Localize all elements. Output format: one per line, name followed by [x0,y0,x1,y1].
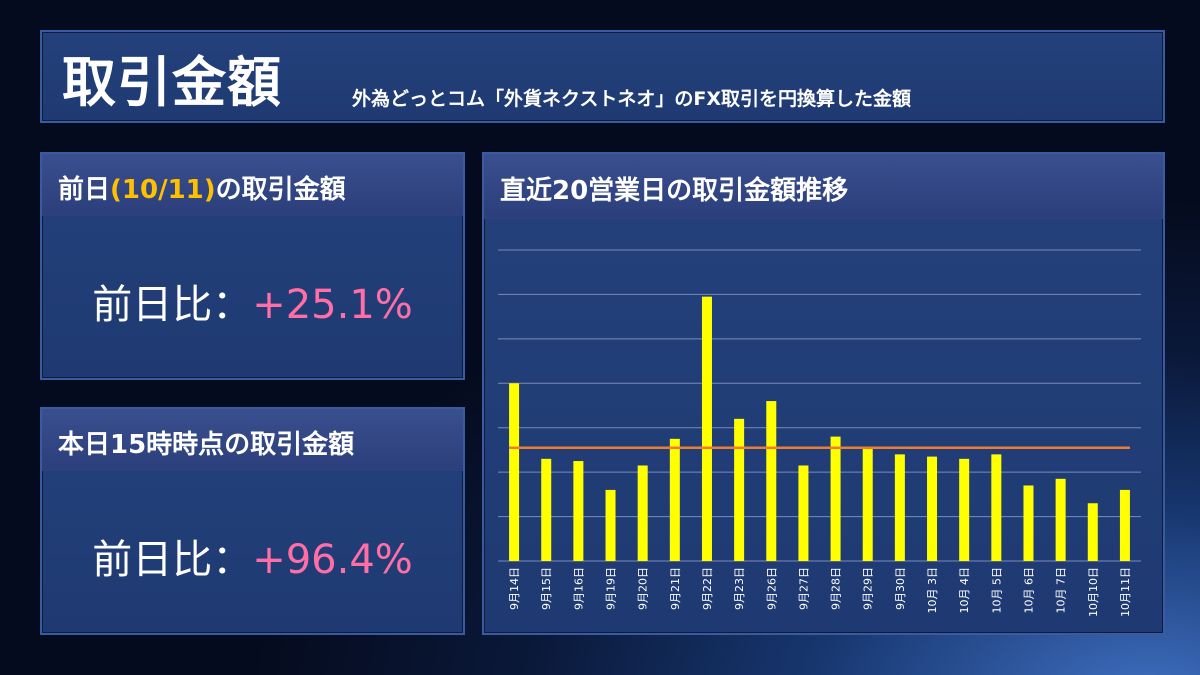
bar-14 [959,458,970,561]
bar-15 [991,454,1002,561]
previous-day-date: (10/11) [110,175,216,205]
bar-11 [862,447,873,561]
chart-panel-title: 直近20営業日の取引金額推移 [484,154,1163,219]
page-subtitle: 外為どっとコム「外貨ネクストネオ」のFX取引を円換算した金額 [352,88,912,110]
bar-18 [1087,503,1098,561]
bar-3 [605,489,616,561]
x-tick-label: 9月20日 [637,567,650,610]
bar-1 [541,458,552,561]
bar-16 [1023,485,1034,561]
x-tick-label: 9月23日 [733,567,746,610]
bar-2 [573,461,584,561]
x-tick-label: 9月29日 [862,567,875,610]
bar-6 [701,296,712,561]
previous-day-ratio-value: +25.1% [252,282,413,328]
bar-4 [637,465,648,561]
x-tick-label: 10月 5日 [990,567,1003,614]
x-tick-label: 9月28日 [830,567,843,610]
today-ratio: 前日比：+96.4% [42,527,463,585]
previous-day-title-pre: 前日 [58,175,111,205]
bar-0 [509,383,520,561]
x-tick-label: 9月14日 [508,567,521,610]
chart-panel: 直近20営業日の取引金額推移 9月14日 9月15日 9月16日 9月19日 9月20日… [482,152,1165,635]
bar-13 [927,456,938,561]
x-tick-label: 9月16日 [572,567,585,610]
previous-day-ratio: 前日比：+25.1% [42,272,463,330]
today-ratio-label: 前日比： [92,537,253,583]
bar-19 [1119,489,1130,561]
previous-day-card: 前日(10/11)の取引金額 前日比：+25.1% [40,152,465,380]
x-tick-label: 9月27日 [797,567,810,610]
x-tick-label: 10月11日 [1119,567,1132,617]
previous-day-card-title: 前日(10/11)の取引金額 [42,154,463,216]
today-card: 本日15時時点の取引金額 前日比：+96.4% [40,407,465,635]
bar-7 [734,418,745,561]
x-tick-label: 9月15日 [540,567,553,610]
bar-9 [798,465,809,561]
x-tick-label: 10月 3日 [926,567,939,614]
bar-chart: 9月14日 9月15日 9月16日 9月19日 9月20日 9月21日 9月22日 9月23日… [498,249,1141,617]
x-tick-label: 10月 4日 [958,567,971,614]
x-tick-label: 9月22日 [701,567,714,610]
x-tick-label: 10月 7日 [1055,567,1068,614]
x-tick-label: 9月30日 [894,567,907,610]
today-ratio-value: +96.4% [252,537,413,583]
header-bar: 取引金額 外為どっとコム「外貨ネクストネオ」のFX取引を円換算した金額 [40,30,1165,123]
today-card-title: 本日15時時点の取引金額 [42,409,463,471]
x-tick-label: 9月26日 [765,567,778,610]
previous-day-title-post: の取引金額 [215,175,346,205]
x-tick-label: 9月19日 [605,567,618,610]
page-title: 取引金額 [62,51,282,114]
x-tick-label: 9月21日 [669,567,682,610]
bar-10 [830,436,841,561]
x-tick-label: 10月10日 [1087,567,1100,617]
bar-12 [894,454,905,561]
x-tick-label: 10月 6日 [1022,567,1035,614]
previous-day-ratio-label: 前日比： [92,282,253,328]
bar-17 [1055,478,1066,561]
bar-5 [669,438,680,561]
bar-8 [766,401,777,561]
